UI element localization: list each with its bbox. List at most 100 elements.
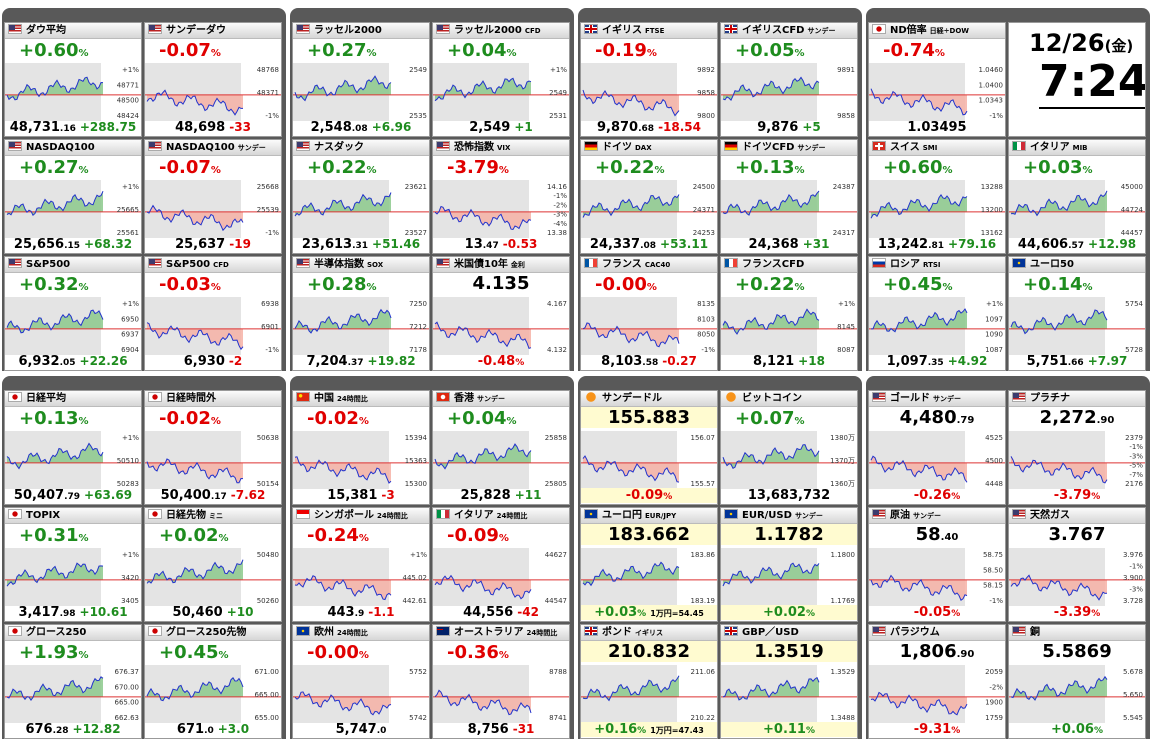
quote-tile[interactable]: フランスCFD +0.22% +1% 8145 8087 8,121 +18 [720,256,858,371]
axis-label: 4525 [985,434,1003,442]
session-shade [293,431,389,489]
instrument-tag: 金利 [510,261,525,269]
change-area [1011,676,1107,700]
axis-label: 58.15 [983,582,1003,590]
quote-tile[interactable]: ナスダック +0.22% 23621 23527 23,613.31 +51.46 [292,139,430,254]
percent-change: -0.19% [595,40,657,61]
price-main: 8,103 [601,354,643,369]
percent-unit: % [1091,609,1101,619]
quote-tile[interactable]: TOPIX +0.31% +1% 3420 3405 3,417.98 +10.61 [4,507,142,622]
axis-label: -3% [1129,452,1143,460]
mini-chart: 9892 9858 9800 [581,63,717,121]
quote-tile[interactable]: オーストラリア 24時間比 -0.36% 8788 8741 8,756 -31 [432,624,570,739]
tile-footer: +0.06% [1009,722,1145,737]
quote-tile[interactable]: ラッセル2000 +0.27% 2549 2535 2,548.08 +6.96 [292,22,430,137]
percent-value: -9.31 [913,722,952,737]
quote-tile[interactable]: ND倍率 日経÷DOW -0.74% 1.0460 1.0400 1.0343 -1% 1.0… [868,22,1006,137]
quote-tile[interactable]: 半導体指数 SOX +0.28% 7250 7212 7178 7,204.37 +19.82 [292,256,430,371]
quote-tile[interactable]: NASDAQ100 +0.27% +1% 25665 25561 25,656.15 +68… [4,139,142,254]
tile-footer: 8,121 +18 [721,354,857,369]
quote-tile[interactable]: イタリア 24時間比 -0.09% 44627 44547 44,556 -42 [432,507,570,622]
price-main: 5,751 [1026,354,1068,369]
price-main: 13 [464,237,483,252]
quote-tile[interactable]: NASDAQ100 サンデー -0.07% 25668 25539 -1% 25,637 -1… [144,139,282,254]
mini-chart: +1% 445.02 442.61 [293,548,429,606]
quote-tile[interactable]: プラチナ 2,272.90 2379 -1% -3% -5% -7% 2176 -3.79% [1008,390,1146,505]
price: 2,272.90 [1009,407,1145,428]
panel: イギリス FTSE -0.19% 9892 9858 9800 9,870.68 -18.54… [578,8,862,371]
quote-tile[interactable]: 日経先物 ミニ +0.02% 50480 50260 50,460 +10 [144,507,282,622]
tile-header: ドイツCFD サンデー [721,140,857,156]
axis-label: 25539 [257,206,279,214]
tile-footer: 48,698 -33 [145,120,281,135]
price-change: -19 [229,237,251,251]
quote-tile[interactable]: ポンド イギリス 210.832 211.06 210.22 +0.16% 1万円=47.4… [580,624,718,739]
quote-tile[interactable]: イタリア MIB +0.03% 45000 44724 44457 44,606.57 +12… [1008,139,1146,254]
quote-tile[interactable]: イギリスCFD サンデー +0.05% 9891 9858 9,876 +5 [720,22,858,137]
quote-tile[interactable]: グロース250先物 +0.45% 671.00 665.00 655.00 671.0 +3… [144,624,282,739]
quote-tile[interactable]: サンデーダウ -0.07% 48768 48371 -1% 48,698 -33 [144,22,282,137]
price-change: -3 [381,488,395,502]
axis-label: +1% [550,66,567,74]
quote-tile[interactable]: 恐怖指数 VIX -3.79% 14.16 -1% -2% -3% -4% 13.38 13.47… [432,139,570,254]
tile-footer: 44,606.57 +12.98 [1009,237,1145,252]
percent-unit: % [637,726,647,736]
quote-tile[interactable]: ドイツCFD サンデー +0.13% 24387 24317 24,368 +31 [720,139,858,254]
price-main: 50,460 [172,605,223,620]
price-main: 183.662 [608,524,690,545]
quote-tile[interactable]: 中国 24時間比 -0.02% 15394 15363 15300 15,381 -3 [292,390,430,505]
session-shade [433,548,529,606]
quote-tile[interactable]: パラジウム 1,806.90 2059 -2% 1900 1759 -9.31% [868,624,1006,739]
panel: サンデードル 155.883 156.07 155.57 -0.09% ビットコイン +0.… [578,376,862,739]
quote-tile[interactable]: ダウ平均 +0.60% +1% 48771 48500 48424 48,731.16 +28… [4,22,142,137]
quote-tile[interactable]: フランス CAC40 -0.00% 8135 8103 8050 -1% 8,103.58 -0… [580,256,718,371]
quote-tile[interactable]: S&P500 +0.32% +1% 6950 6937 6904 6,932.05 +22.2… [4,256,142,371]
price-line [1010,190,1108,217]
tile-footer: 3,417.98 +10.61 [5,605,141,620]
flag-icon [296,626,310,636]
quote-tile[interactable]: ドイツ DAX +0.22% 24500 24371 24253 24,337.08 +53.… [580,139,718,254]
quote-tile[interactable]: GBP／USD 1.3519 1.3529 1.3488 +0.11% [720,624,858,739]
quote-tile[interactable]: 原油 サンデー 58.40 58.75 58.50 58.15 -1% -0.05% [868,507,1006,622]
quote-tile[interactable]: イギリス FTSE -0.19% 9892 9858 9800 9,870.68 -18.54 [580,22,718,137]
price-line [146,559,244,584]
quote-tile[interactable]: 米国債10年 金利 4.135 4.167 4.132 -0.48% [432,256,570,371]
axis-label: 8103 [697,315,715,323]
quote-tile[interactable]: 日経時間外 -0.02% 50638 50154 50,400.17 -7.62 [144,390,282,505]
quote-tile[interactable]: ユーロ円 EUR/JPY 183.662 183.86 183.19 +0.03% 1万円=… [580,507,718,622]
change-area [7,77,103,100]
date-text: 12/26 [1029,29,1105,57]
price-main: 5.5869 [1042,641,1112,662]
quote-tile[interactable]: 香港 サンデー +0.04% 25858 25805 25,828 +11 [432,390,570,505]
quote-tile[interactable]: ロシア RTSI +0.45% +1% 1097 1090 1087 1,097.35 +4.9… [868,256,1006,371]
percent-unit: % [218,650,229,661]
quote-tile[interactable]: ゴールド サンデー 4,480.79 4525 4500 4448 -0.26% [868,390,1006,505]
quote-tile[interactable]: ラッセル2000 CFD +0.04% +1% 2549 2531 2,549 +1 [432,22,570,137]
quote-tile[interactable]: S&P500 CFD -0.03% 6938 6901 -1% 6,930 -2 [144,256,282,371]
percent-value: +0.06 [1051,722,1094,737]
quote-tile[interactable]: ユーロ50 +0.14% 5754 5728 5,751.66 +7.97 [1008,256,1146,371]
quote-tile[interactable]: スイス SMI +0.60% 13288 13200 13162 13,242.81 +79.… [868,139,1006,254]
quote-tile[interactable]: 欧州 24時間比 -0.00% 5752 5742 5,747.0 [292,624,430,739]
percent-change: -0.24% [307,525,369,546]
quote-tile[interactable]: 日経平均 +0.13% +1% 50510 50283 50,407.79 +63.69 [4,390,142,505]
price: 3.767 [1009,524,1145,545]
quote-tile[interactable]: シンガポール 24時間比 -0.24% +1% 445.02 442.61 443.9 -1.… [292,507,430,622]
percent-value: +0.13 [735,157,795,178]
axis-label: -1% [553,192,567,200]
price-line [146,677,244,702]
percent-change: +0.60% [19,40,89,61]
quote-tile[interactable]: 銅 5.5869 5.678 5.650 5.545 +0.06% [1008,624,1146,739]
quote-tile[interactable]: グロース250 +1.93% 676.37 670.00 665.00 662.63 676… [4,624,142,739]
percent-value: +0.02 [763,605,806,620]
axis-label: 155.57 [691,480,716,488]
quote-tile[interactable]: ビットコイン +0.07% 1380万 1370万 1360万 13,683,732 [720,390,858,505]
percent-value: +0.28 [307,274,367,295]
tile-header: NASDAQ100 サンデー [145,140,281,156]
quote-tile[interactable]: 天然ガス 3.767 3.976 -1% 3.900 -3% 3.728 -3.39% [1008,507,1146,622]
price-line [294,192,392,217]
instrument-name: イタリア [454,510,494,521]
percent-change: -3.79% [447,157,509,178]
quote-tile[interactable]: EUR/USD サンデー 1.1782 1.1800 1.1769 +0.02% [720,507,858,622]
quote-tile[interactable]: サンデードル 155.883 156.07 155.57 -0.09% [580,390,718,505]
